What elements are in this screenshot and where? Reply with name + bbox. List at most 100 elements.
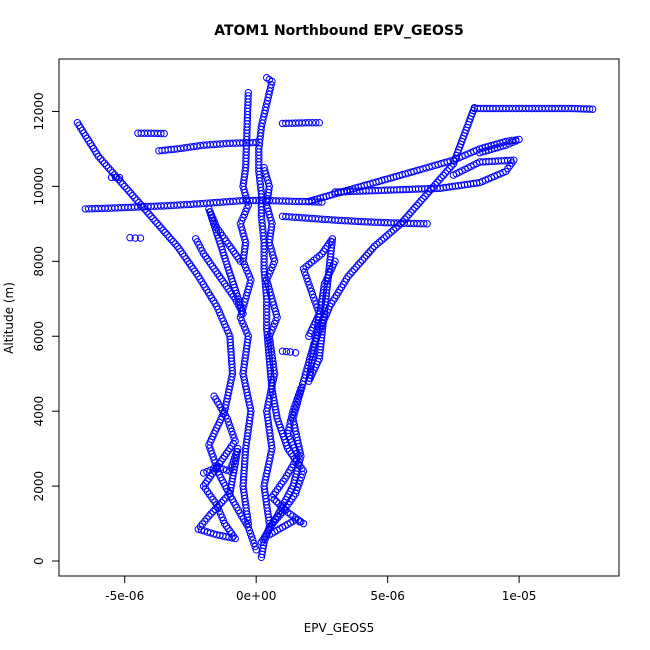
data-point bbox=[215, 507, 224, 515]
data-point bbox=[244, 92, 252, 100]
data-point bbox=[228, 534, 236, 542]
x-tick-label: 5e-06 bbox=[370, 589, 405, 603]
y-tick-label: 6000 bbox=[32, 321, 46, 352]
data-point bbox=[505, 140, 513, 148]
data-point bbox=[231, 437, 239, 445]
data-point bbox=[429, 183, 437, 191]
data-point bbox=[102, 161, 111, 170]
data-point bbox=[296, 388, 304, 396]
data-point bbox=[413, 201, 421, 210]
data-point bbox=[303, 274, 311, 283]
data-point bbox=[270, 495, 278, 504]
x-tick-label: -5e-06 bbox=[105, 589, 144, 603]
data-point bbox=[222, 522, 231, 530]
data-point bbox=[409, 206, 417, 214]
y-tick-label: 0 bbox=[32, 557, 46, 565]
data-point bbox=[291, 401, 299, 409]
data-points bbox=[73, 74, 597, 561]
data-point bbox=[300, 268, 309, 276]
data-point bbox=[344, 272, 352, 280]
data-point bbox=[135, 198, 143, 207]
data-point bbox=[306, 284, 314, 292]
data-point bbox=[199, 469, 208, 477]
data-point bbox=[157, 224, 165, 232]
y-axis-label: Altitude (m) bbox=[2, 282, 16, 354]
data-point bbox=[275, 500, 283, 508]
data-point bbox=[508, 138, 517, 147]
data-point bbox=[399, 217, 407, 226]
data-point bbox=[331, 257, 339, 265]
data-point bbox=[289, 407, 297, 415]
data-point bbox=[261, 167, 269, 175]
data-point bbox=[173, 242, 182, 251]
data-point bbox=[375, 238, 383, 246]
data-point bbox=[222, 494, 230, 502]
data-point bbox=[127, 189, 135, 198]
data-point bbox=[437, 174, 445, 182]
data-point bbox=[245, 526, 254, 535]
data-point bbox=[405, 210, 413, 219]
data-point bbox=[136, 234, 145, 242]
data-point bbox=[246, 530, 255, 538]
data-point bbox=[149, 215, 157, 223]
data-point bbox=[284, 508, 292, 516]
data-point bbox=[291, 349, 300, 357]
data-point bbox=[123, 185, 131, 193]
data-point bbox=[226, 489, 234, 498]
data-point bbox=[392, 224, 400, 232]
y-tick-label: 12000 bbox=[32, 92, 46, 130]
data-point bbox=[382, 232, 391, 240]
data-point bbox=[251, 542, 259, 551]
data-point bbox=[131, 234, 139, 242]
data-point bbox=[411, 204, 419, 212]
data-point bbox=[288, 410, 296, 419]
data-point bbox=[279, 504, 287, 512]
data-point bbox=[236, 257, 245, 265]
data-point bbox=[216, 464, 224, 472]
data-point bbox=[305, 119, 313, 127]
data-point bbox=[296, 477, 304, 485]
data-point bbox=[220, 519, 229, 528]
data-point bbox=[121, 182, 129, 191]
data-point bbox=[515, 135, 523, 144]
data-point bbox=[435, 176, 443, 184]
y-tick-label: 10000 bbox=[32, 167, 46, 205]
data-point bbox=[153, 219, 161, 228]
data-point bbox=[269, 323, 277, 331]
data-point bbox=[228, 427, 236, 436]
data-point bbox=[248, 533, 256, 541]
data-point bbox=[125, 187, 133, 195]
data-point bbox=[308, 290, 317, 299]
y-tick-label: 2000 bbox=[32, 471, 46, 502]
data-point bbox=[160, 129, 168, 138]
data-point bbox=[226, 424, 235, 432]
data-point bbox=[314, 198, 323, 206]
data-point bbox=[309, 294, 318, 302]
data-point bbox=[291, 516, 300, 524]
data-point bbox=[167, 235, 175, 244]
data-point bbox=[165, 233, 173, 241]
data-point bbox=[445, 164, 453, 173]
data-point bbox=[281, 506, 290, 514]
data-point bbox=[417, 197, 425, 205]
x-tick-label: 0e+00 bbox=[236, 589, 276, 603]
data-point bbox=[104, 164, 113, 172]
data-point bbox=[441, 169, 449, 177]
data-point bbox=[151, 217, 159, 225]
data-point bbox=[476, 149, 484, 157]
data-point bbox=[302, 271, 310, 279]
data-point bbox=[293, 394, 302, 402]
data-point bbox=[161, 228, 169, 237]
data-point bbox=[157, 129, 165, 138]
data-point bbox=[368, 244, 377, 253]
data-point bbox=[443, 167, 451, 175]
data-point bbox=[219, 465, 228, 473]
data-point bbox=[589, 105, 597, 113]
data-point bbox=[243, 267, 251, 275]
data-point bbox=[292, 397, 301, 406]
data-point bbox=[307, 287, 316, 295]
data-point bbox=[133, 196, 141, 204]
x-axis-label: EPV_GEOS5 bbox=[304, 621, 375, 635]
data-point bbox=[263, 74, 271, 82]
